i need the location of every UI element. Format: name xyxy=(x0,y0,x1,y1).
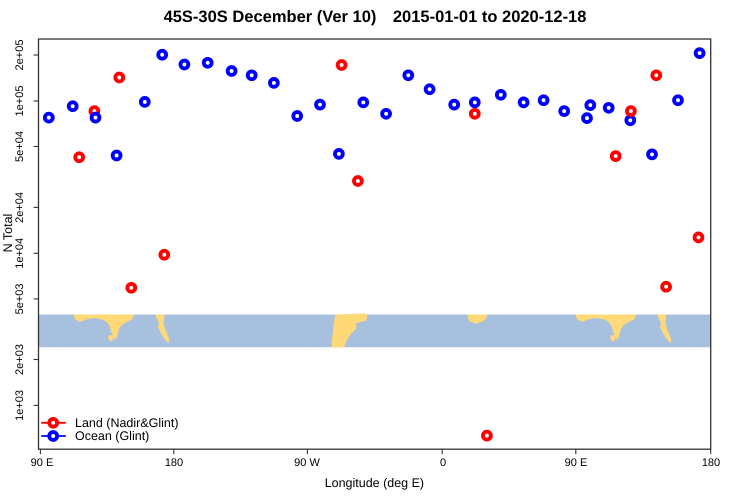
svg-text:2e+03: 2e+03 xyxy=(14,344,26,375)
svg-text:1e+04: 1e+04 xyxy=(14,238,26,269)
svg-text:2e+04: 2e+04 xyxy=(14,192,26,223)
svg-text:5e+03: 5e+03 xyxy=(14,283,26,314)
svg-text:1e+03: 1e+03 xyxy=(14,390,26,421)
svg-text:5e+04: 5e+04 xyxy=(14,131,26,162)
svg-text:N Total: N Total xyxy=(1,214,15,253)
svg-text:Longitude (deg E): Longitude (deg E) xyxy=(325,476,424,490)
svg-text:2e+05: 2e+05 xyxy=(14,40,26,71)
svg-text:1e+05: 1e+05 xyxy=(14,86,26,117)
